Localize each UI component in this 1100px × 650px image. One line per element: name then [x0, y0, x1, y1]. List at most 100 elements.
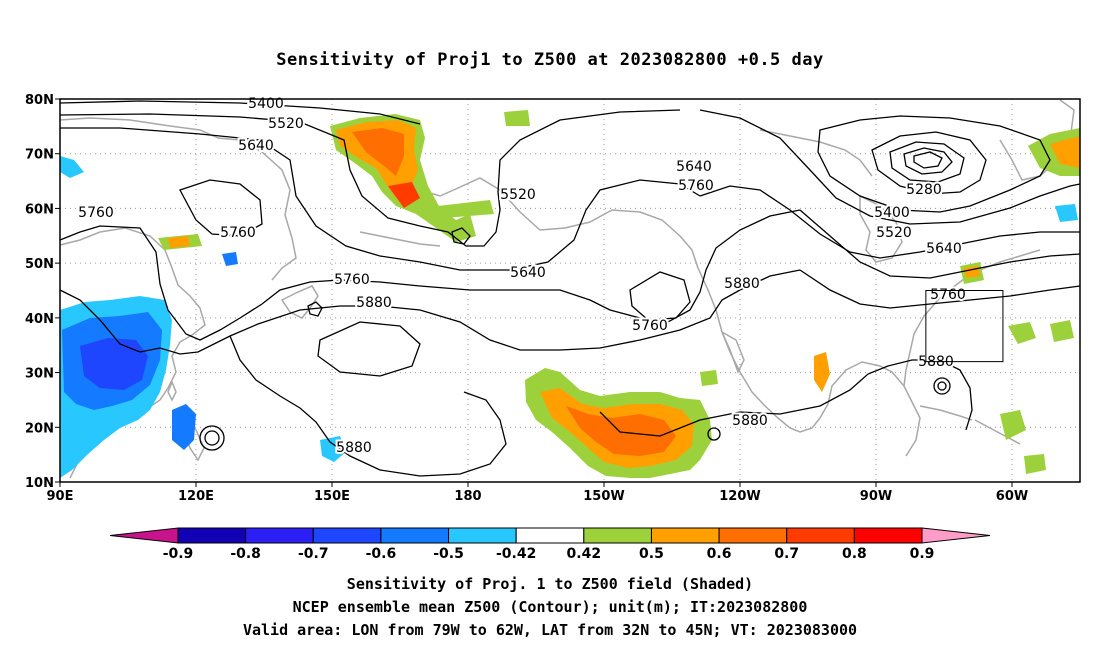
- lon-tick-label: 150E: [314, 489, 350, 504]
- contour-small-ring-3: [707, 427, 721, 441]
- contour-label: 5640: [510, 265, 546, 281]
- footer-line-2: NCEP ensemble mean Z500 (Contour); unit(…: [292, 598, 808, 616]
- colorbar-segment: [853, 527, 923, 544]
- contour-label: 5640: [676, 159, 712, 175]
- colorbar-label: 0.9: [910, 546, 935, 562]
- contour-label: 5880: [336, 440, 372, 456]
- coast-cuba: [919, 405, 973, 421]
- contour-small-ring-1: [199, 425, 225, 451]
- contour-label: 5880: [732, 413, 768, 429]
- shade-blue-china-coast: [172, 404, 196, 450]
- contour-label: 5880: [724, 276, 760, 292]
- contour-label: 5400: [874, 205, 910, 221]
- valid-area-box: [925, 290, 1004, 363]
- colorbar-low-end: [109, 527, 179, 544]
- contour-label: 5280: [906, 182, 942, 198]
- contour-small-ring-4: [933, 377, 951, 395]
- contour-5880-east: [799, 269, 1081, 309]
- shade-blue-asia-core: [80, 338, 148, 390]
- footer-line-1: Sensitivity of Proj. 1 to Z500 field (Sh…: [346, 575, 754, 593]
- colorbar-segment: [448, 527, 517, 544]
- colorbar-label: 0.5: [639, 546, 664, 562]
- coast-caribbean: [974, 419, 1021, 445]
- contour-label: 5520: [500, 187, 536, 203]
- contour-5760-east: [799, 209, 1081, 279]
- shade-green-atl-4: [1024, 454, 1046, 474]
- lat-tick-label: 60N: [25, 202, 54, 217]
- colorbar-segment: [650, 527, 720, 544]
- coast-siberia-north: [59, 117, 219, 139]
- shade-blue-sea: [320, 436, 346, 462]
- lon-tick-label: 180: [454, 489, 481, 504]
- contour-label-group: 5400 5520 5640 5760 5760 5760 5520 5640 …: [76, 94, 968, 458]
- coast-canada-islands: [759, 129, 873, 177]
- contour-small-ring-2: [204, 430, 220, 446]
- colorbar-segment: [786, 527, 855, 544]
- colorbar-label: -0.8: [230, 546, 261, 562]
- contour-small-ring-5: [937, 381, 947, 391]
- colorbar-label: -0.5: [433, 546, 464, 562]
- lon-tick-label: 90E: [47, 489, 74, 504]
- contour-label: 5760: [220, 225, 256, 241]
- colorbar-segment: [718, 527, 788, 544]
- contour-label: 5760: [930, 287, 966, 303]
- colorbar-segment: [515, 527, 585, 544]
- colorbar-label: -0.6: [366, 546, 397, 562]
- contour-5280-low-2: [903, 147, 953, 175]
- shade-green-atl-3: [1000, 410, 1026, 440]
- colorbar-label: 0.42: [567, 546, 602, 562]
- contour-label: 5760: [334, 272, 370, 288]
- contour-small-low-1: [307, 301, 323, 317]
- colorbar: -0.9 -0.8 -0.7 -0.6 -0.5 -0.42 0.42 0.5 0.6 0.7 0.…: [109, 527, 991, 562]
- contour-5520-east: [699, 109, 1081, 225]
- contour-5760-asia-low: [179, 179, 263, 237]
- colorbar-label: -0.7: [298, 546, 329, 562]
- shade-green-atl-2: [1050, 320, 1074, 342]
- coast-aleutians: [359, 231, 441, 247]
- colorbar-segment: [583, 527, 652, 544]
- footer-line-3: Valid area: LON from 79W to 62W, LAT fro…: [242, 621, 858, 639]
- contour-5880-pacific-high: [317, 321, 421, 377]
- colorbar-segment: [312, 527, 382, 544]
- lon-tick-label: 90W: [860, 489, 892, 504]
- chart-title: Sensitivity of Proj1 to Z500 at 20230828…: [276, 50, 824, 70]
- colorbar-label: -0.42: [496, 546, 536, 562]
- shade-blue-greenland: [1055, 204, 1078, 222]
- lat-tick-label: 10N: [25, 476, 54, 491]
- shade-green-mexico-2: [700, 370, 718, 386]
- map-frame: [59, 98, 1081, 483]
- contour-5280-low-3: [913, 151, 943, 169]
- z500-contours: [59, 100, 1081, 477]
- lat-tick-label: 50N: [25, 257, 54, 272]
- coast-gulf: [819, 361, 921, 457]
- lat-tick-label: 20N: [25, 421, 54, 436]
- colorbar-segment: [380, 527, 450, 544]
- contour-label: 5640: [926, 241, 962, 257]
- colorbar-label: 0.8: [842, 546, 867, 562]
- shade-blue-pacific-2: [60, 156, 84, 178]
- coast-na-east: [903, 249, 1041, 387]
- lon-tick-label: 120W: [719, 489, 760, 504]
- colorbar-high-end: [921, 527, 991, 544]
- contour-label: 5520: [268, 116, 304, 132]
- shade-red-bering: [388, 182, 420, 208]
- lon-tick-label: 120E: [178, 489, 214, 504]
- shade-orange-greenland: [1050, 136, 1080, 168]
- lat-tick-label: 80N: [25, 93, 54, 108]
- contour-label: 5760: [78, 205, 114, 221]
- lat-tick-label: 30N: [25, 367, 54, 382]
- colorbar-label: 0.6: [707, 546, 732, 562]
- contour-5280-low-outer: [871, 131, 987, 195]
- coast-kamchatka: [217, 137, 297, 281]
- contour-5280-low-1: [889, 141, 965, 183]
- colorbar-label: -0.9: [163, 546, 194, 562]
- shade-orange-pacific-small-1: [168, 236, 190, 248]
- contour-label: 5880: [356, 295, 392, 311]
- contour-5880-high: [59, 269, 801, 355]
- contour-label: 5760: [632, 318, 668, 334]
- shade-green-pacific-small-2: [438, 200, 494, 218]
- shade-blue-sea-small: [222, 252, 238, 266]
- contour-5400-west: [59, 100, 421, 125]
- lon-tick-label: 150W: [583, 489, 624, 504]
